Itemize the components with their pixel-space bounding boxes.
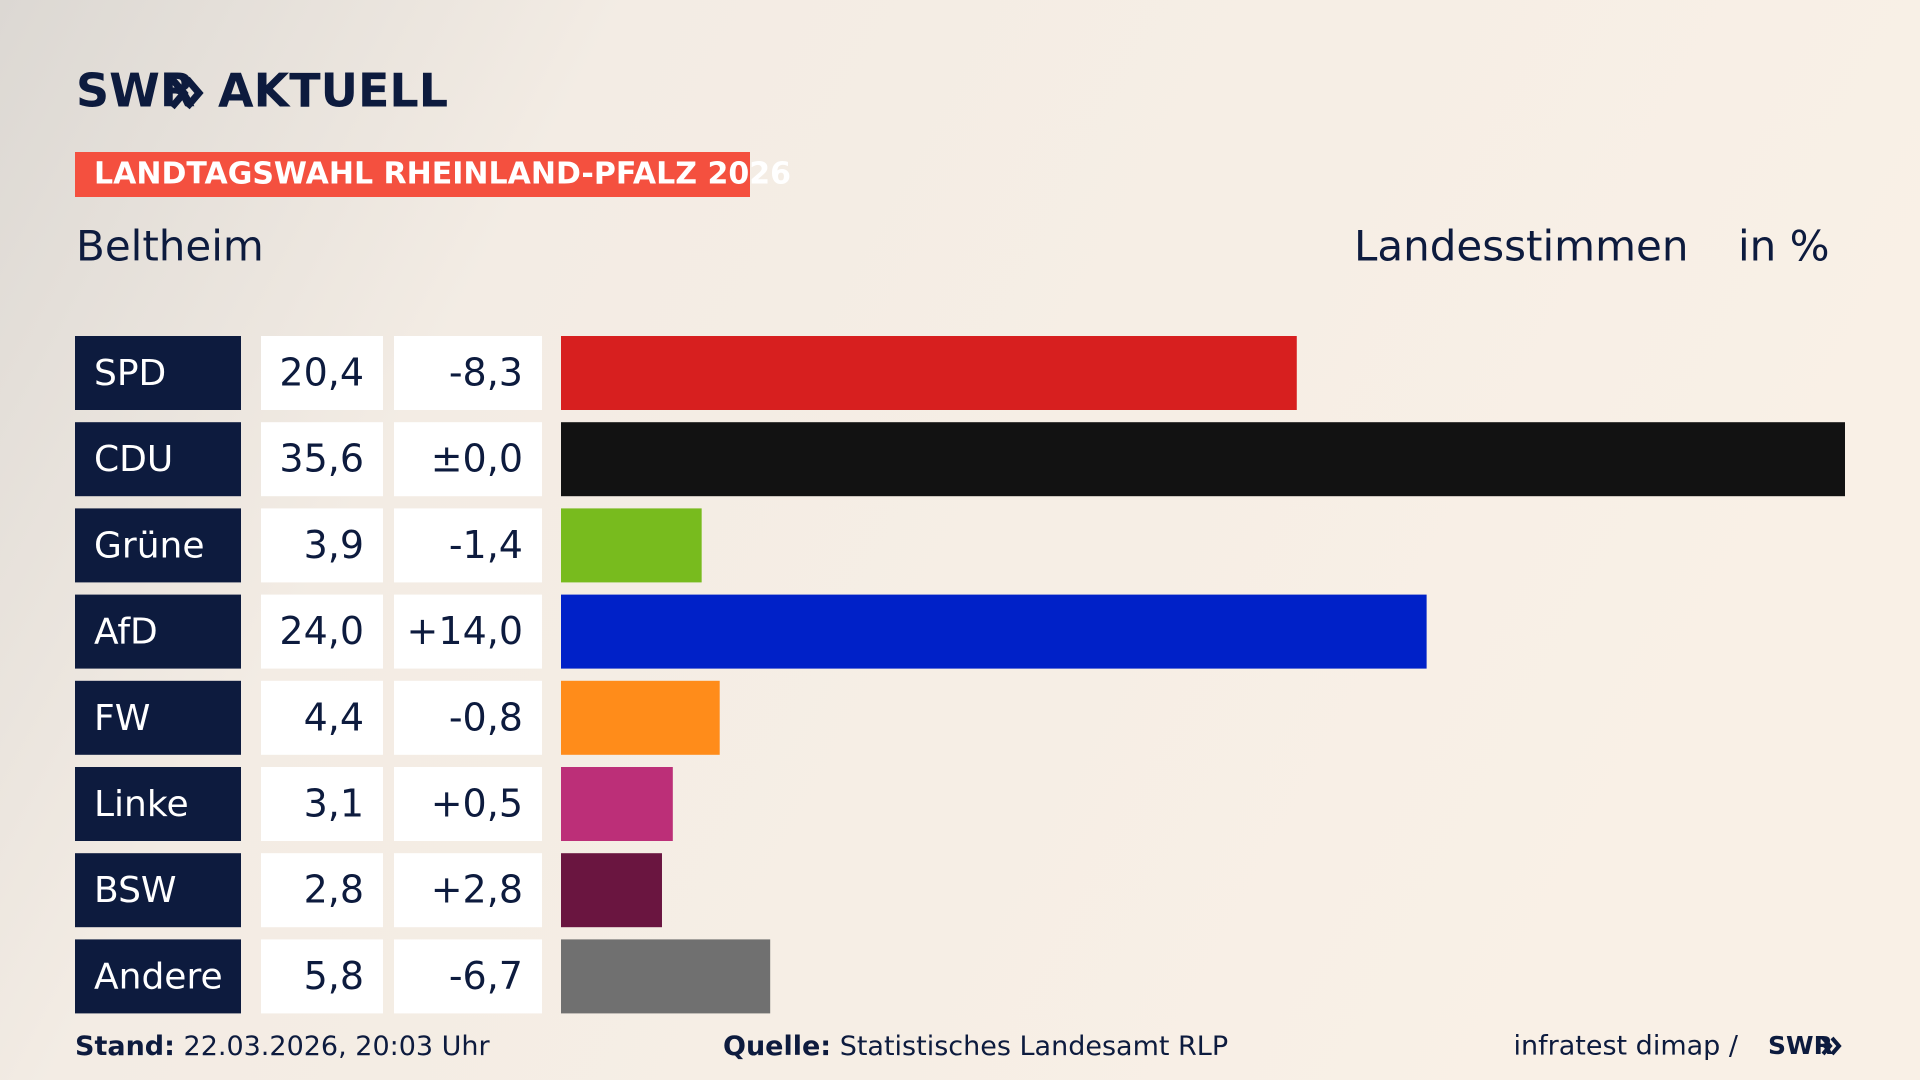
value-label: 35,6	[279, 437, 364, 481]
change-label: ±0,0	[431, 437, 523, 481]
brand: SWR	[76, 64, 195, 118]
change-box	[394, 336, 542, 410]
value-box	[261, 680, 383, 755]
bar	[561, 422, 1845, 497]
party-label: FW	[94, 698, 150, 739]
credit-brand: SWR	[1768, 1031, 1833, 1060]
bar	[561, 853, 662, 928]
value-box	[261, 336, 383, 410]
change-box	[394, 767, 542, 841]
value-label: 4,4	[304, 695, 364, 739]
change-label: -1,4	[449, 523, 523, 567]
value-box	[261, 508, 383, 583]
bar	[561, 939, 771, 1014]
change-label: +0,5	[431, 782, 523, 826]
source-label: Quelle:	[723, 1031, 831, 1062]
party-box	[75, 939, 241, 1014]
change-label: +14,0	[407, 609, 523, 653]
change-label: -0,8	[449, 695, 523, 739]
change-box	[394, 508, 542, 583]
party-box	[75, 594, 241, 669]
party-box	[75, 336, 241, 410]
value-label: 2,8	[304, 868, 364, 912]
change-label: +2,8	[431, 868, 523, 912]
value-label: 3,1	[304, 782, 364, 826]
subtitle: Landesstimmen	[1354, 222, 1688, 271]
party-box	[75, 680, 241, 755]
value-label: 5,8	[304, 954, 364, 998]
footer-source: Quelle: Statistisches Landesamt RLP	[723, 1031, 1228, 1062]
value-box	[261, 422, 383, 497]
party-label: Grüne	[94, 525, 204, 566]
change-box	[394, 939, 542, 1014]
stand-label: Stand:	[75, 1031, 175, 1062]
change-label: -6,7	[449, 954, 523, 998]
party-box	[75, 853, 241, 928]
value-box	[261, 767, 383, 841]
banner: LANDTAGSWAHL RHEINLAND-PFALZ 2026	[94, 157, 791, 192]
unit: in %	[1738, 222, 1830, 271]
brand-chevrons	[169, 76, 204, 110]
party-label: CDU	[94, 439, 173, 480]
brand-suffix: AKTUELL	[218, 64, 448, 118]
party-label: Andere	[94, 956, 223, 997]
value-label: 3,9	[304, 523, 364, 567]
party-box	[75, 422, 241, 497]
credit-chevrons	[1821, 1036, 1842, 1056]
party-label: Linke	[94, 784, 189, 825]
footer-credit: infratest dimap /	[1513, 1031, 1738, 1062]
party-box	[75, 767, 241, 841]
bar	[561, 680, 720, 755]
value-box	[261, 939, 383, 1014]
value-label: 20,4	[279, 351, 364, 395]
source: Statistisches Landesamt RLP	[840, 1031, 1228, 1062]
party-label: SPD	[94, 353, 166, 394]
value-label: 24,0	[279, 609, 364, 653]
bar	[561, 508, 702, 583]
value-box	[261, 594, 383, 669]
stand: 22.03.2026, 20:03 Uhr	[184, 1031, 491, 1062]
party-label: AfD	[94, 612, 158, 653]
change-box	[394, 594, 542, 669]
bar	[561, 767, 673, 841]
change-label: -8,3	[449, 351, 523, 395]
party-box	[75, 508, 241, 583]
change-box	[394, 853, 542, 928]
party-label: BSW	[94, 870, 177, 911]
bar	[561, 594, 1427, 669]
chart-title: Beltheim	[76, 222, 264, 271]
bar	[561, 336, 1297, 410]
banner-box	[75, 152, 750, 197]
value-box	[261, 853, 383, 928]
change-box	[394, 422, 542, 497]
footer-stand: Stand: 22.03.2026, 20:03 Uhr	[75, 1031, 491, 1062]
change-box	[394, 680, 542, 755]
